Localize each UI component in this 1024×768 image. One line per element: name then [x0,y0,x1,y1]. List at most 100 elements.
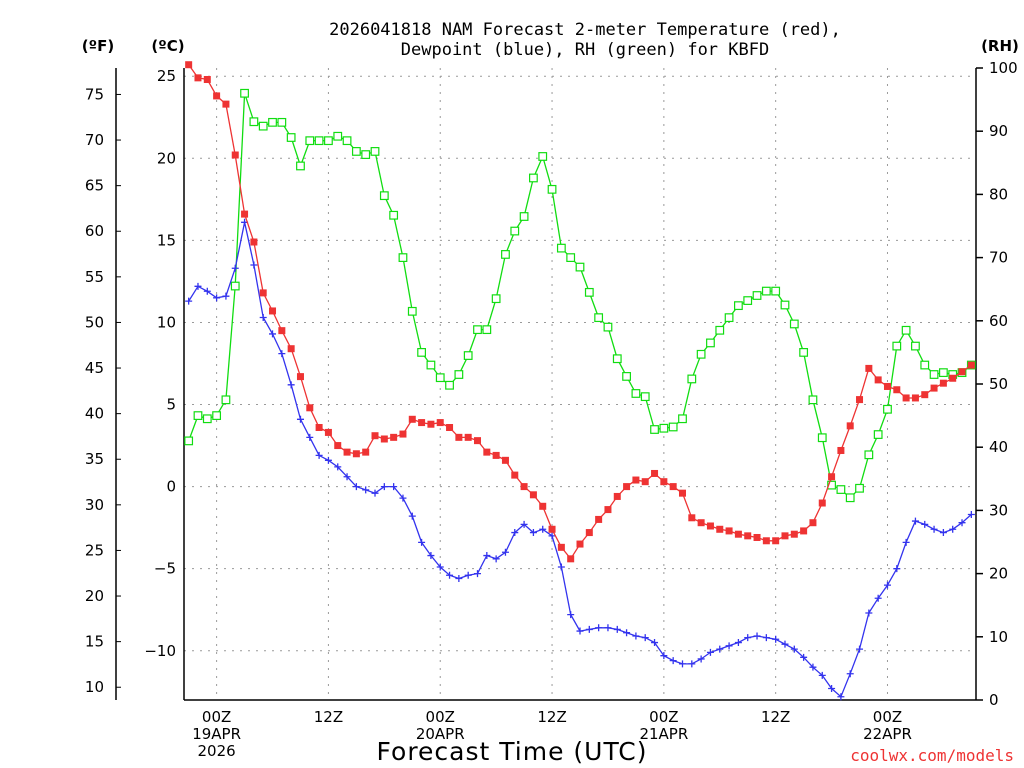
dewpoint-point [688,660,696,668]
dewpoint-point [203,287,211,295]
temperature-point [390,433,398,441]
dewpoint-series [185,218,975,701]
rh-point [482,325,492,335]
fahrenheit-tick-label: 40 [85,405,104,423]
temperature-point [632,476,640,484]
temperature-point [576,540,584,548]
temperature-point [958,368,966,376]
rh-point [342,136,352,146]
temperature-point [753,533,761,541]
fahrenheit-tick-label: 15 [85,633,104,651]
temperature-point [455,433,463,441]
rh-tick-label: 10 [989,628,1008,646]
temperature-point [856,396,864,404]
dewpoint-point [883,581,891,589]
rh-point [491,294,501,304]
dewpoint-point [287,381,295,389]
dewpoint-point [464,571,472,579]
dewpoint-point [604,624,612,632]
temperature-point [222,100,230,108]
rh-axis: 0 10 20 30 40 50 60 70 80 90 100 [976,59,1018,709]
temperature-point [967,361,975,369]
dewpoint-point [837,693,845,701]
rh-point [547,184,557,194]
temperature-point [371,432,379,440]
dewpoint-point [539,525,547,533]
dewpoint-point [399,494,407,502]
rh-point [938,368,948,378]
rh-point [911,341,920,351]
temperature-point [604,506,612,514]
dewpoint-point [856,645,864,653]
rh-point [398,253,408,263]
rh-point [249,117,259,127]
temperature-point [641,478,649,486]
rh-point [724,313,734,323]
dewpoint-point [418,538,426,546]
fahrenheit-tick-label: 65 [85,177,104,195]
temperature-point [874,376,882,384]
fahrenheit-tick-label: 55 [85,268,104,286]
rh-point [612,354,622,364]
dewpoint-point [213,294,221,302]
rh-point [566,253,576,263]
dewpoint-point [949,525,957,533]
dewpoint-point [408,512,416,520]
rh-tick-label: 0 [989,691,999,709]
dewpoint-point [632,632,640,640]
temperature-point [306,404,314,412]
rh-point [771,286,781,296]
rh-point [556,243,566,253]
fahrenheit-tick-label: 30 [85,496,104,514]
dewpoint-point [269,330,277,338]
rh-point [389,210,399,220]
temperature-point [418,419,426,427]
time-tick-label: 12Z [314,708,343,726]
rh-point [678,414,687,424]
temperature-point [669,483,677,491]
rh-point [314,136,324,146]
rh-point [445,380,454,390]
time-tick-label: 20APR [416,725,465,743]
temperature-point [837,446,845,454]
dewpoint-point [548,532,556,540]
rh-tick-label: 90 [989,122,1008,140]
dewpoint-point [753,632,761,640]
temperature-point [734,530,742,538]
dewpoint-point [651,639,659,647]
rh-point [603,322,613,332]
dewpoint-point [781,640,789,648]
rh-point [780,300,790,310]
rh-point [519,212,529,221]
rh-point [659,423,669,433]
dewpoint-point [436,563,444,571]
rh-point [761,286,771,296]
rh-point [827,480,836,490]
dewpoint-point [828,685,836,693]
dewpoint-point [790,645,798,653]
dewpoint-point [697,655,705,663]
rh-point [836,485,846,494]
temperature-point [595,515,603,523]
dewpoint-point [296,415,304,423]
temperature-point [203,75,211,83]
rh-point [892,341,902,351]
temperature-point [678,489,686,497]
grid-lines [184,68,976,700]
temperature-point [259,289,267,297]
dewpoint-point [762,634,770,642]
dewpoint-point [315,451,323,459]
dewpoint-point [623,629,631,637]
temperature-point [520,483,528,491]
time-tick-label: 00Z [649,708,678,726]
celsius-tick-label: 5 [166,396,176,414]
celsius-unit-label: (ºC) [151,37,184,55]
rh-point [212,411,222,420]
rh-point [873,430,883,439]
dewpoint-point [511,529,519,537]
dewpoint-point [725,642,733,650]
temperature-point [250,238,258,246]
temperature-point [501,456,509,464]
rh-tick-label: 80 [989,185,1008,203]
